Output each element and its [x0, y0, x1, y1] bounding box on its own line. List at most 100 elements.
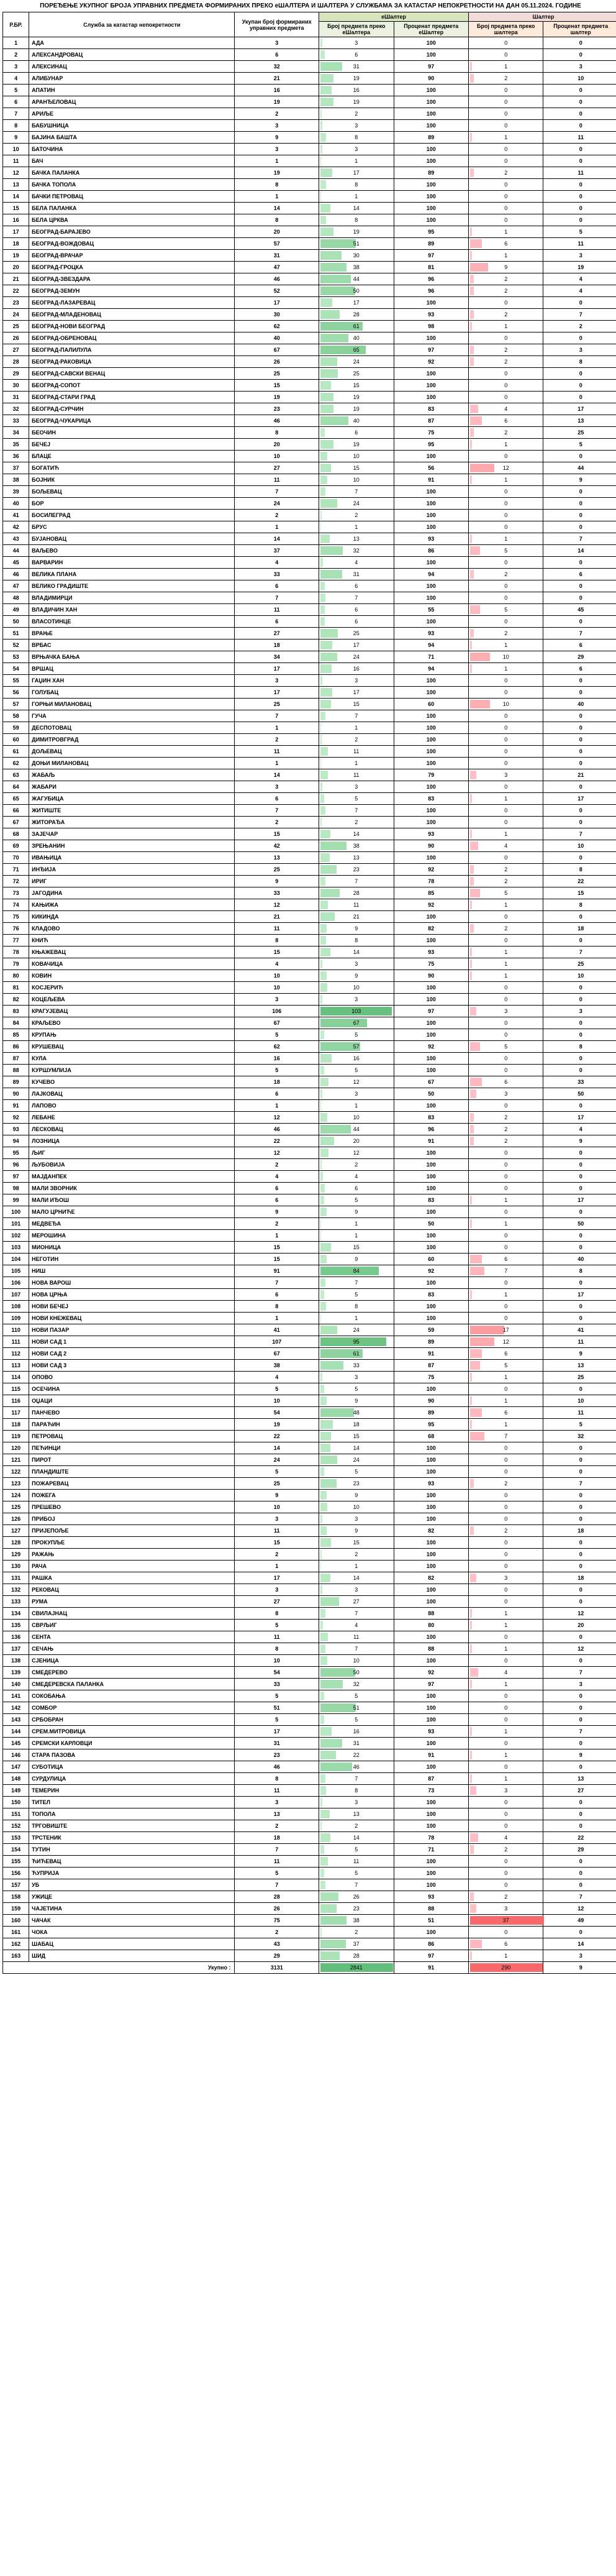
cell-total: 13 — [235, 852, 319, 864]
cell-s-cnt: 6 — [469, 1407, 543, 1419]
cell-name: БЕЛА ПАЛАНКА — [29, 203, 235, 214]
cell-e-pct: 51 — [394, 1915, 468, 1927]
cell-rb: 134 — [3, 1608, 29, 1620]
cell-s-cnt: 1 — [469, 250, 543, 262]
cell-e-cnt: 1 — [319, 191, 394, 203]
cell-s-cnt: 0 — [469, 1501, 543, 1513]
cell-rb: 69 — [3, 840, 29, 852]
cell-total: 22 — [235, 1135, 319, 1147]
cell-s-cnt: 5 — [469, 887, 543, 899]
cell-e-cnt: 6 — [319, 616, 394, 628]
cell-s-cnt: 6 — [469, 1254, 543, 1265]
table-row: 18БЕОГРАД-ВОЖДОВАЦ575189611 — [3, 238, 616, 250]
cell-name: АЛИБУНАР — [29, 73, 235, 85]
cell-rb: 114 — [3, 1372, 29, 1383]
cell-rb: 83 — [3, 1006, 29, 1017]
cell-total: 51 — [235, 1702, 319, 1714]
table-row: 129РАЖАЊ2210000 — [3, 1549, 616, 1561]
cell-total: 31 — [235, 1738, 319, 1749]
cell-s-cnt: 0 — [469, 1856, 543, 1868]
cell-e-pct: 100 — [394, 203, 468, 214]
table-row: 47ВЕЛИКО ГРАДИШТЕ6610000 — [3, 580, 616, 592]
cell-rb: 108 — [3, 1301, 29, 1313]
cell-s-pct: 0 — [543, 1761, 616, 1773]
cell-s-pct: 0 — [543, 1065, 616, 1076]
cell-e-cnt: 16 — [319, 1726, 394, 1738]
cell-s-pct: 0 — [543, 1879, 616, 1891]
cell-e-cnt: 10 — [319, 474, 394, 486]
cell-rb: 161 — [3, 1927, 29, 1938]
cell-e-cnt: 32 — [319, 545, 394, 557]
cell-name: ЗАЈЕЧАР — [29, 828, 235, 840]
table-row: 97МАЈДАНПЕК4410000 — [3, 1171, 616, 1183]
cell-e-pct: 100 — [394, 911, 468, 923]
cell-s-pct: 15 — [543, 887, 616, 899]
cell-e-pct: 87 — [394, 1360, 468, 1372]
cell-s-cnt: 3 — [469, 1088, 543, 1100]
cell-name: АДА — [29, 37, 235, 49]
cell-e-cnt: 11 — [319, 899, 394, 911]
table-row: 12БАЧКА ПАЛАНКА191789211 — [3, 167, 616, 179]
cell-e-cnt: 11 — [319, 1631, 394, 1643]
table-row: 53ВРЊАЧКА БАЊА3424711029 — [3, 651, 616, 663]
cell-name: ГОРЊИ МИЛАНОВАЦ — [29, 699, 235, 710]
cell-e-pct: 92 — [394, 1667, 468, 1679]
cell-s-pct: 0 — [543, 1655, 616, 1667]
cell-s-pct: 0 — [543, 734, 616, 746]
cell-e-pct: 88 — [394, 1643, 468, 1655]
cell-name: УЖИЦЕ — [29, 1891, 235, 1903]
cell-s-pct: 4 — [543, 285, 616, 297]
cell-e-cnt: 51 — [319, 1702, 394, 1714]
cell-s-pct: 0 — [543, 1454, 616, 1466]
cell-s-pct: 0 — [543, 1053, 616, 1065]
cell-e-pct: 75 — [394, 427, 468, 439]
cell-rb: 141 — [3, 1690, 29, 1702]
cell-rb: 38 — [3, 474, 29, 486]
cell-e-pct: 85 — [394, 887, 468, 899]
cell-s-pct: 0 — [543, 37, 616, 49]
cell-total: 57 — [235, 238, 319, 250]
cell-s-cnt: 7 — [469, 1265, 543, 1277]
cell-rb: 41 — [3, 510, 29, 521]
table-row: 134СВИЛАЈНАЦ8788112 — [3, 1608, 616, 1620]
cell-e-cnt: 31 — [319, 61, 394, 73]
cell-name: РУМА — [29, 1596, 235, 1608]
cell-s-cnt: 0 — [469, 557, 543, 569]
cell-e-cnt: 95 — [319, 1336, 394, 1348]
cell-total: 6 — [235, 793, 319, 805]
table-row: 153ТРСТЕНИК181478422 — [3, 1832, 616, 1844]
cell-s-cnt: 1 — [469, 947, 543, 958]
cell-s-cnt: 3 — [469, 1903, 543, 1915]
cell-s-cnt: 0 — [469, 49, 543, 61]
cell-e-cnt: 2 — [319, 734, 394, 746]
cell-name: СЕНТА — [29, 1631, 235, 1643]
cell-name: НОВИ БЕЧЕЈ — [29, 1301, 235, 1313]
cell-total: 2 — [235, 1820, 319, 1832]
table-row: 54ВРШАЦ17169416 — [3, 663, 616, 675]
cell-e-pct: 100 — [394, 37, 468, 49]
cell-e-pct: 100 — [394, 1549, 468, 1561]
cell-e-pct: 100 — [394, 746, 468, 758]
cell-e-cnt: 65 — [319, 344, 394, 356]
hdr-e-group: еШалтер — [319, 12, 469, 22]
table-row: 112НОВИ САД 267619169 — [3, 1348, 616, 1360]
cell-name: ПОЖАРЕВАЦ — [29, 1478, 235, 1490]
cell-name: БОР — [29, 498, 235, 510]
cell-total: 11 — [235, 604, 319, 616]
cell-total: 5 — [235, 1383, 319, 1395]
cell-s-pct: 0 — [543, 1301, 616, 1313]
cell-s-pct: 0 — [543, 1797, 616, 1808]
cell-s-cnt: 0 — [469, 1596, 543, 1608]
cell-name: ВЛАДИМИРЦИ — [29, 592, 235, 604]
table-row: 136СЕНТА111110000 — [3, 1631, 616, 1643]
cell-s-pct: 0 — [543, 120, 616, 132]
table-row: 71ИНЂИЈА25239228 — [3, 864, 616, 876]
table-row: 122ПЛАНДИШТЕ5510000 — [3, 1466, 616, 1478]
cell-e-cnt: 9 — [319, 1206, 394, 1218]
cell-e-cnt: 48 — [319, 1407, 394, 1419]
table-row: 21БЕОГРАД-ЗВЕЗДАРА46449624 — [3, 273, 616, 285]
cell-s-cnt: 9 — [469, 262, 543, 273]
cell-rb: 75 — [3, 911, 29, 923]
cell-e-pct: 82 — [394, 923, 468, 935]
cell-s-cnt: 0 — [469, 911, 543, 923]
